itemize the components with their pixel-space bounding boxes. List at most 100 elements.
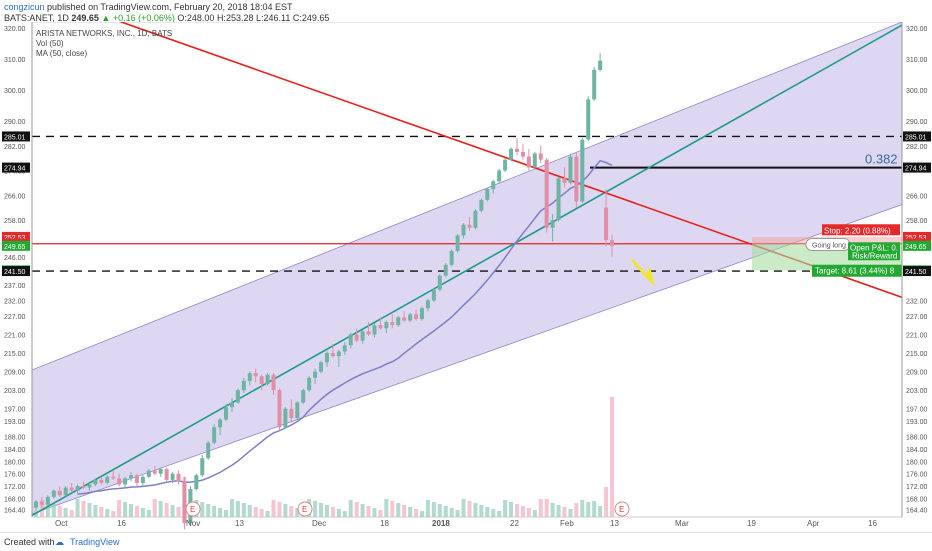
volume-bar [414,509,419,517]
candle-body [117,478,122,485]
price-tag: 241.50 [905,269,927,276]
price-tick-left: 237.00 [4,283,26,290]
candle-body [556,178,561,220]
x-tick: Mar [675,519,689,528]
volume-bar [129,504,134,517]
candle-body [348,334,353,346]
last-price: 249.65 [71,13,99,23]
note-text: Going long [812,242,846,249]
volume-bar [140,508,145,517]
volume-bar [235,501,240,517]
price-tick: 310.00 [906,57,928,64]
ma-legend[interactable]: MA (50, close) [36,49,88,58]
price-tick-left: 172.00 [4,484,26,491]
candle-body [158,469,163,474]
candle-body [586,99,591,140]
earnings-letter: E [302,505,307,514]
volume-bar [360,504,365,517]
price-tick-left: 290.00 [4,119,26,126]
candle-body [526,156,531,168]
candle-body [57,490,62,496]
tradingview-link[interactable]: TradingView [70,537,120,547]
volume-bar [206,504,211,517]
stop-label: Stop: 2.20 (0.88%) [824,226,891,235]
candle-body [473,210,478,228]
volume-bar [200,502,205,517]
candle-body [550,220,555,228]
price-tick: 232.00 [906,298,928,305]
volume-legend[interactable]: Vol (50) [36,39,64,48]
candle-body [206,442,211,459]
price-tick-left: 246.00 [4,255,26,262]
candle-body [265,374,270,384]
candle-body [568,156,573,183]
x-tick: Apr [807,519,820,528]
candle-body [140,476,145,483]
left-tag-box [2,240,30,251]
volume-bar [372,508,377,517]
earnings-marker [614,501,630,517]
volume-bar [568,509,573,517]
candle-body [200,458,205,476]
volume-bar [520,506,525,517]
volume-bar [473,503,478,517]
volume-bar [224,510,229,517]
candle-body [129,475,134,479]
left-tag-box [2,231,30,242]
volume-bar [509,502,514,517]
volume-bar [437,504,442,517]
candle-body [503,159,508,171]
volume-bar [87,503,92,517]
candle-body [34,501,38,508]
volume-bar [544,499,549,517]
candle-body [461,224,466,236]
left-tag: 249.65 [4,244,26,251]
risk-reward-label: Risk/Reward [852,251,897,260]
volume-bar [425,500,430,517]
candle-body [485,189,490,200]
earnings-letter: E [190,505,195,514]
volume-bar [247,505,252,517]
candle-body [301,390,306,403]
candle-body [538,153,543,160]
price-tag-box [903,231,931,242]
candle-body [479,199,484,211]
candle-body [336,351,341,357]
x-tick: 13 [610,519,619,528]
x-tick: 16 [868,519,877,528]
candle-body [105,476,110,483]
footer: Created with ☁ TradingView [0,532,932,551]
candle-body [384,322,389,329]
candle-body [45,496,50,505]
pnl-label: Open P&L: 0. [850,243,898,252]
candle-body [324,353,329,363]
candle-body [532,153,537,168]
author-link[interactable]: congzicun [4,2,45,12]
price-tag: 285.01 [905,134,927,141]
candle-body [604,207,609,241]
left-tag: 274.94 [4,166,26,173]
price-tick-left: 221.00 [4,332,26,339]
volume-bar [580,500,585,517]
price-chart[interactable]: 0.382 E E E Stop: 2.20 (0.88%) Going long Open… [0,22,932,532]
x-tick: Nov [186,519,200,528]
price-tick: 221.00 [906,332,928,339]
candle-body [491,181,496,190]
volume-bar [396,503,401,517]
candle-body [307,377,312,391]
target-label-box [812,264,902,277]
price-tick: 176.00 [906,472,928,479]
volume-bar [467,501,472,517]
candle-body [253,373,258,377]
volume-bar [271,500,276,517]
candle-body [313,371,318,378]
candle-body [455,235,460,251]
price-tag-box [903,162,931,173]
candle-body [247,373,252,381]
price-tick-left: 227.00 [4,314,26,321]
volume-bar [532,510,537,517]
volume-bar [265,511,270,517]
volume-bar [514,504,519,517]
price-tick-left: 203.00 [4,388,26,395]
volume-bar [51,504,56,517]
